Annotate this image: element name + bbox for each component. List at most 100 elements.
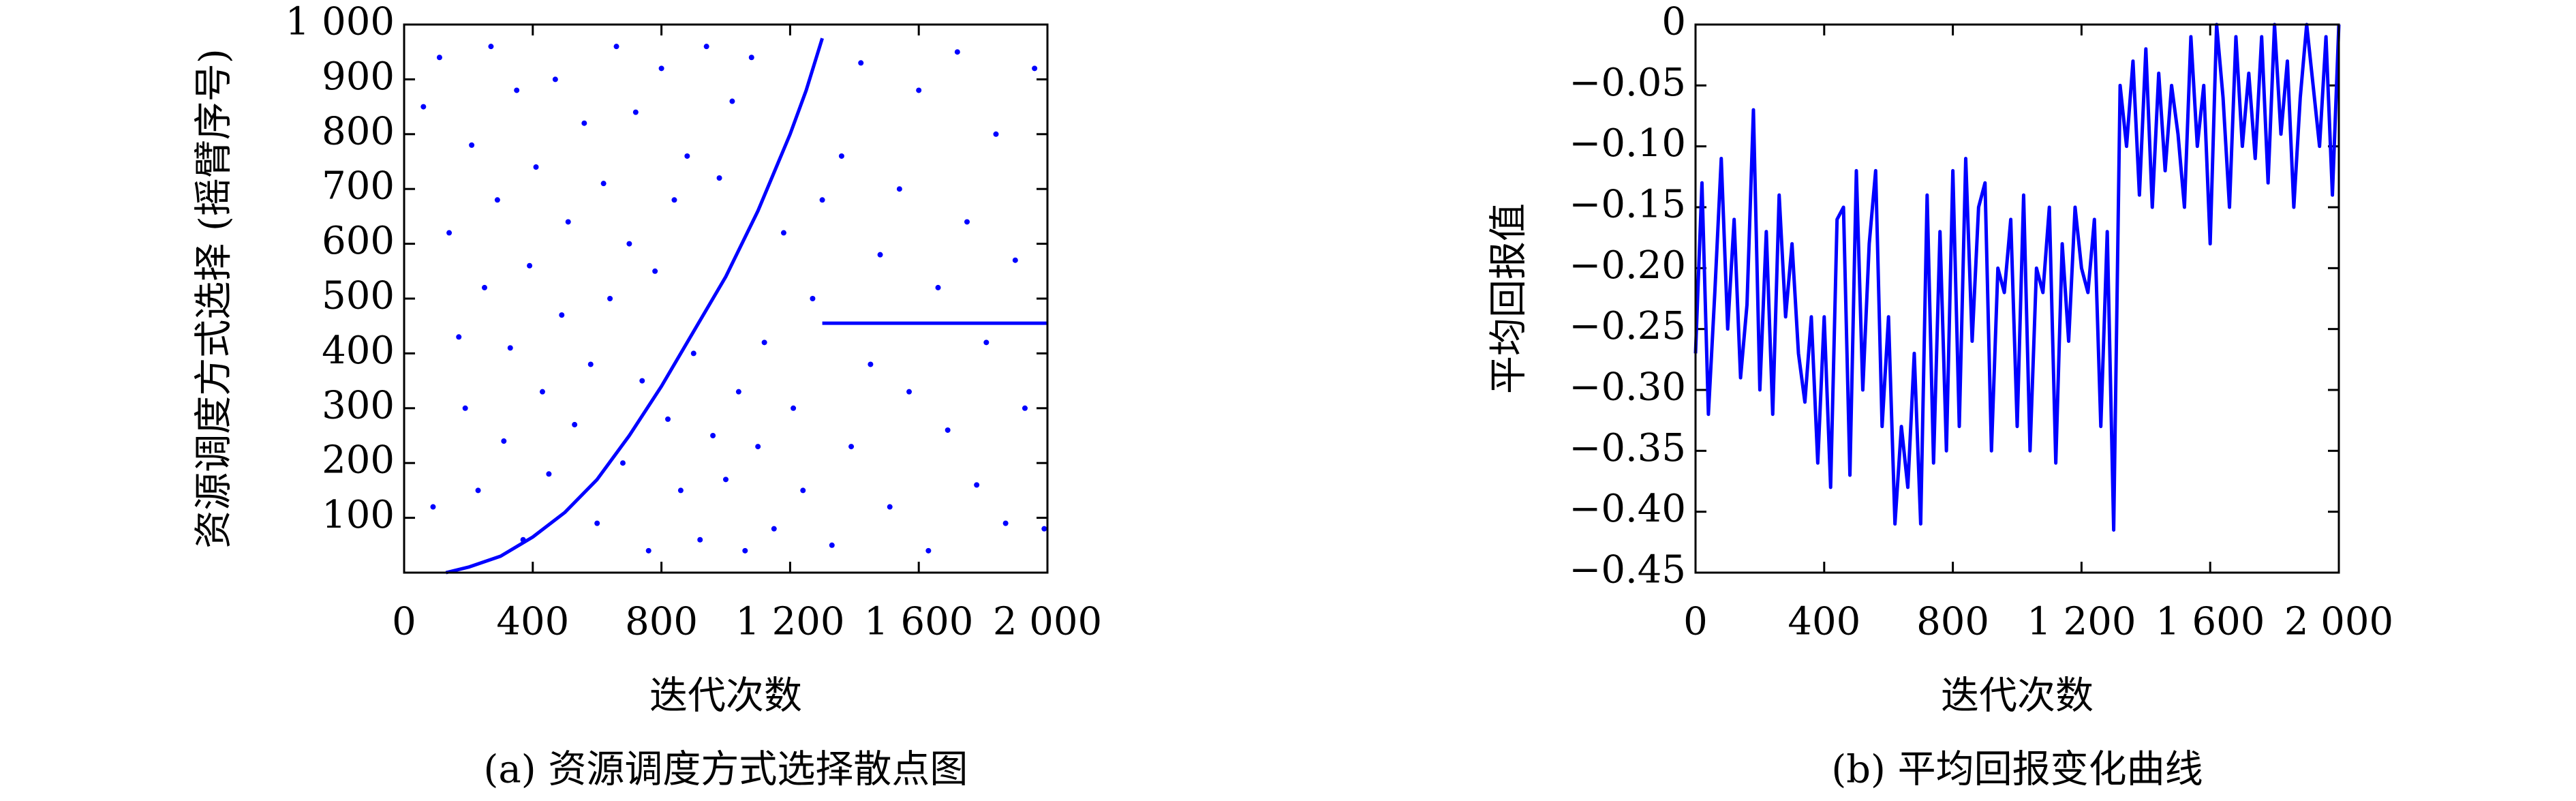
x-tick-label: 2 000 bbox=[993, 600, 1102, 644]
point bbox=[494, 197, 500, 203]
point bbox=[546, 471, 552, 477]
plot-frame bbox=[403, 23, 1049, 574]
point bbox=[848, 444, 855, 450]
point bbox=[559, 312, 565, 318]
point bbox=[954, 49, 960, 55]
y-tick-label: 300 bbox=[322, 383, 395, 427]
point bbox=[587, 361, 594, 367]
y-tick-label: −0.45 bbox=[1569, 548, 1686, 592]
line bbox=[1693, 22, 2341, 532]
y-tick-label: 400 bbox=[322, 329, 395, 373]
point bbox=[501, 438, 507, 444]
point bbox=[539, 389, 545, 395]
point bbox=[964, 219, 970, 225]
point bbox=[716, 175, 722, 181]
point bbox=[858, 60, 864, 66]
point bbox=[514, 87, 520, 93]
point bbox=[572, 421, 578, 427]
point bbox=[771, 526, 777, 532]
point bbox=[906, 389, 913, 395]
point bbox=[868, 361, 874, 367]
point bbox=[613, 44, 619, 50]
point bbox=[723, 477, 729, 483]
point bbox=[742, 547, 748, 554]
x-axis-label: 迭代次数 bbox=[649, 674, 802, 719]
point bbox=[748, 55, 754, 61]
y-tick-label: −0.10 bbox=[1569, 121, 1686, 166]
point bbox=[1012, 257, 1018, 263]
point bbox=[552, 76, 558, 82]
point bbox=[993, 131, 999, 137]
point bbox=[761, 339, 767, 346]
point bbox=[791, 405, 797, 411]
point bbox=[710, 433, 716, 438]
point bbox=[533, 164, 539, 170]
point bbox=[565, 219, 571, 225]
point bbox=[729, 98, 735, 104]
y-axis-label: 平均回报值 bbox=[1487, 203, 1531, 394]
y-tick-label: −0.35 bbox=[1569, 426, 1686, 470]
point bbox=[974, 482, 980, 488]
point bbox=[896, 186, 902, 192]
plot-frame bbox=[1694, 23, 2340, 574]
y-tick-label: 900 bbox=[322, 55, 395, 99]
y-tick-label: −0.20 bbox=[1569, 243, 1686, 288]
y-tick-label: −0.25 bbox=[1569, 304, 1686, 348]
point bbox=[945, 427, 951, 433]
point bbox=[1022, 405, 1028, 411]
x-tick-label: 1 200 bbox=[2027, 600, 2136, 644]
point bbox=[488, 44, 494, 50]
point bbox=[462, 405, 468, 411]
point bbox=[684, 153, 690, 159]
point bbox=[829, 542, 835, 548]
point bbox=[469, 142, 475, 148]
point bbox=[420, 104, 427, 110]
x-tick-label: 400 bbox=[1788, 600, 1860, 644]
caption: (a) 资源调度方式选择散点图 bbox=[484, 748, 968, 792]
curve bbox=[445, 37, 824, 575]
point bbox=[665, 416, 671, 422]
x-tick-label: 1 600 bbox=[864, 600, 973, 644]
point bbox=[800, 487, 806, 494]
point bbox=[1041, 526, 1047, 532]
point bbox=[735, 389, 741, 395]
point bbox=[652, 268, 658, 274]
point bbox=[436, 55, 442, 61]
x-tick-label: 2 000 bbox=[2284, 600, 2393, 644]
x-tick-label: 400 bbox=[496, 600, 569, 644]
y-tick-label: −0.15 bbox=[1569, 183, 1686, 227]
point bbox=[600, 181, 607, 187]
point bbox=[632, 109, 639, 115]
x-tick-label: 0 bbox=[392, 600, 416, 644]
point bbox=[639, 378, 645, 384]
point bbox=[838, 153, 844, 159]
y-tick-label: 100 bbox=[322, 493, 395, 537]
point bbox=[456, 334, 462, 340]
point bbox=[482, 284, 487, 290]
point bbox=[703, 44, 709, 50]
point bbox=[677, 487, 684, 494]
x-tick-label: 800 bbox=[1916, 600, 1989, 644]
point bbox=[755, 444, 761, 450]
point bbox=[607, 296, 613, 301]
point bbox=[475, 487, 481, 494]
x-tick-label: 800 bbox=[625, 600, 698, 644]
point bbox=[877, 252, 883, 258]
point bbox=[819, 197, 825, 203]
y-tick-label: 0 bbox=[1661, 0, 1686, 44]
x-axis-label: 迭代次数 bbox=[1941, 674, 2094, 719]
point bbox=[935, 284, 941, 290]
point bbox=[658, 65, 664, 72]
x-tick-label: 1 200 bbox=[735, 600, 844, 644]
y-tick-label: 600 bbox=[322, 219, 395, 263]
point bbox=[1032, 65, 1038, 72]
x-tick-label: 0 bbox=[1683, 600, 1708, 644]
point bbox=[697, 536, 703, 543]
y-tick-label: −0.30 bbox=[1569, 365, 1686, 410]
y-tick-label: 200 bbox=[322, 438, 395, 483]
point bbox=[527, 262, 533, 269]
point bbox=[690, 350, 696, 357]
point bbox=[619, 460, 626, 466]
point bbox=[671, 197, 677, 203]
